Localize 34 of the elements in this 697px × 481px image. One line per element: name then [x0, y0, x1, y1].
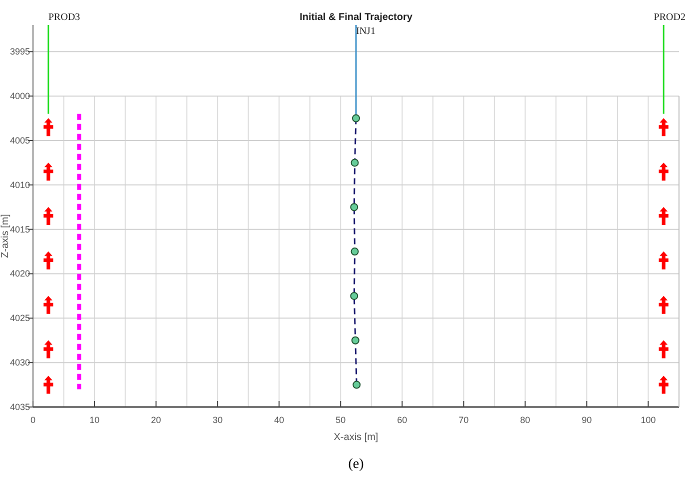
x-tick-label: 100 [640, 415, 656, 425]
series-label: INJ1 [356, 26, 376, 37]
x-tick-label: 60 [397, 415, 408, 425]
y-tick-label: 4000 [10, 91, 30, 102]
x-tick-label: 20 [151, 415, 162, 425]
y-tick-label: 4010 [10, 180, 30, 190]
y-tick-label: 4025 [10, 313, 30, 324]
point [350, 158, 359, 167]
x-tick-label: 40 [274, 415, 284, 425]
series-label: PROD3 [48, 12, 80, 23]
y-tick-label: 3995 [10, 46, 30, 57]
y-tick-label: 4035 [10, 402, 30, 412]
y-axis-title: Z-axis [m] [0, 214, 11, 258]
point [350, 203, 358, 212]
x-axis-title: X-axis [m] [334, 432, 378, 443]
y-tick-label: 4020 [10, 268, 30, 279]
point [350, 248, 359, 256]
x-tick-label: 30 [212, 415, 223, 425]
x-tick-label: 50 [336, 415, 346, 425]
y-tick-label: 4030 [10, 358, 30, 368]
x-tick-label: 80 [520, 415, 530, 425]
x-tick-label: 70 [458, 415, 469, 425]
y-tick-label: 4015 [10, 224, 30, 234]
series-label: PROD2 [654, 12, 686, 23]
point [352, 114, 360, 122]
x-tick-label: 90 [582, 415, 592, 425]
x-tick-label: 10 [90, 415, 100, 425]
y-tick-label: 4005 [10, 135, 30, 146]
x-tick-label: 0 [30, 415, 36, 425]
point [350, 292, 358, 300]
text: (e) [348, 457, 364, 472]
point [352, 380, 361, 389]
point [351, 336, 360, 344]
chart-title: Initial & Final Trajectory [300, 12, 413, 23]
